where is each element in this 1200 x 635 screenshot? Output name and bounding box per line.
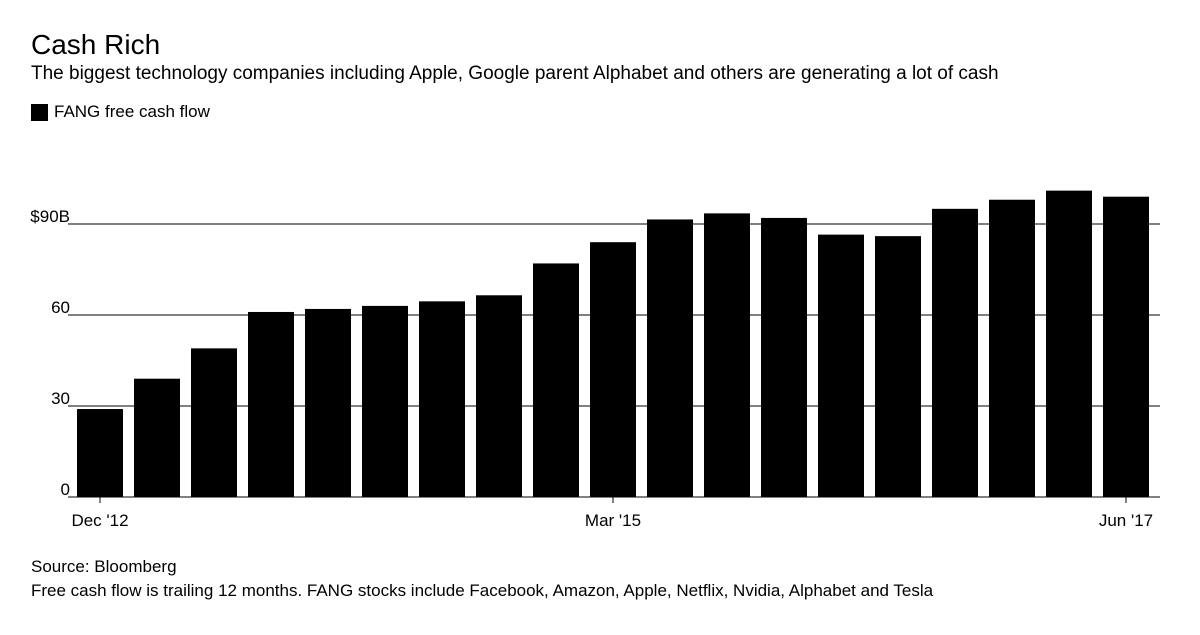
bar xyxy=(818,234,864,497)
bar xyxy=(704,213,750,497)
bar xyxy=(134,378,180,497)
bar xyxy=(476,295,522,497)
bar xyxy=(590,242,636,497)
y-tick-label: 60 xyxy=(51,298,70,317)
y-tick-label: 30 xyxy=(51,389,70,408)
y-tick-label: 0 xyxy=(61,480,70,499)
chart-subtitle: The biggest technology companies includi… xyxy=(31,63,999,84)
source-note: Source: Bloomberg xyxy=(31,557,177,576)
bar xyxy=(248,311,294,497)
bars xyxy=(77,190,1149,498)
x-axis: Dec '12 Mar '15 Jun '17 xyxy=(68,496,1160,530)
legend: FANG free cash flow xyxy=(31,101,210,123)
x-tick-label: Jun '17 xyxy=(1099,511,1153,530)
chart-title: Cash Rich xyxy=(31,29,161,60)
bar xyxy=(77,409,123,497)
bar xyxy=(1046,190,1092,497)
y-tick-label: $90B xyxy=(30,207,70,226)
bar xyxy=(761,217,807,497)
x-tick-label: Dec '12 xyxy=(71,511,128,530)
y-axis-labels: 0 30 60 $90B xyxy=(30,207,70,499)
bar xyxy=(419,301,465,497)
bar xyxy=(305,308,351,497)
bar xyxy=(989,199,1035,497)
bar xyxy=(191,348,237,497)
bar xyxy=(647,219,693,497)
bar xyxy=(1103,196,1149,497)
bar xyxy=(533,263,579,497)
bar xyxy=(875,236,921,497)
legend-label: FANG free cash flow xyxy=(54,102,210,121)
x-tick-label: Mar '15 xyxy=(585,511,641,530)
footnote: Free cash flow is trailing 12 months. FA… xyxy=(31,581,934,600)
bar xyxy=(932,208,978,498)
legend-swatch xyxy=(31,103,48,121)
bar xyxy=(362,305,408,497)
bar-chart: 0 30 60 $90B Dec '12 Mar '15 Jun '17 xyxy=(30,190,1160,530)
